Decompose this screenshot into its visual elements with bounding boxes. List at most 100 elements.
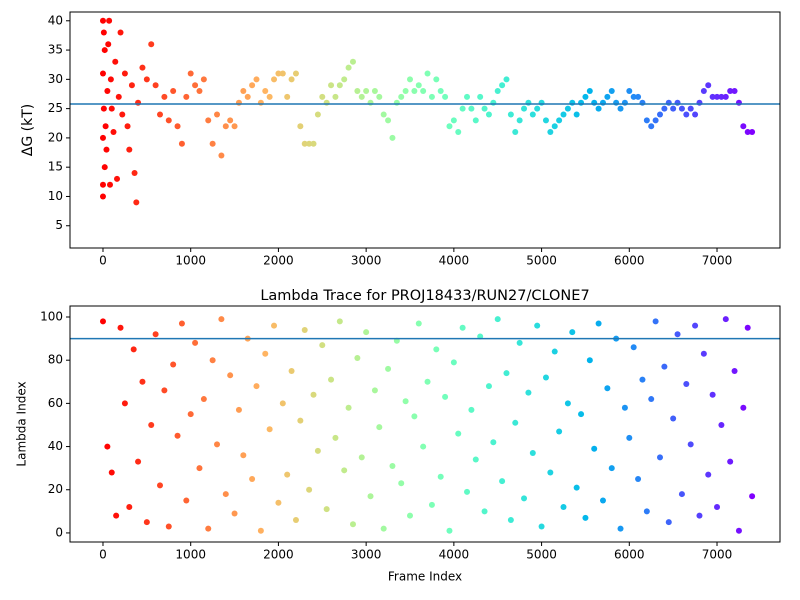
point	[117, 324, 124, 331]
point	[582, 514, 589, 521]
point	[573, 111, 580, 118]
point	[420, 443, 427, 450]
point	[345, 64, 352, 71]
point	[749, 129, 756, 136]
point	[170, 361, 177, 368]
point	[117, 29, 124, 36]
point	[626, 88, 633, 95]
point	[512, 419, 519, 426]
point	[687, 441, 694, 448]
point	[152, 331, 159, 338]
point	[279, 400, 286, 407]
point	[174, 123, 181, 130]
point	[205, 117, 212, 124]
point	[131, 170, 138, 177]
point	[222, 491, 229, 498]
y-tick-label: 15	[48, 160, 63, 174]
point	[718, 93, 725, 100]
point	[152, 82, 159, 89]
point	[107, 181, 113, 188]
point	[108, 105, 115, 112]
point	[157, 482, 163, 489]
point	[121, 70, 128, 77]
point	[687, 105, 694, 112]
y-tick-label: 20	[48, 130, 63, 144]
point	[525, 389, 532, 396]
point	[376, 93, 383, 100]
point	[472, 456, 479, 463]
y-tick-label: 20	[48, 482, 63, 496]
point	[262, 88, 269, 95]
point	[104, 88, 111, 95]
point	[363, 88, 370, 95]
x-tick-label: 3000	[351, 548, 382, 562]
point	[332, 434, 339, 441]
point	[507, 516, 514, 523]
point	[102, 123, 109, 130]
point	[630, 93, 637, 100]
point	[604, 93, 611, 100]
point	[446, 527, 453, 534]
point	[586, 357, 593, 364]
point	[257, 99, 264, 106]
point	[516, 117, 523, 124]
point	[161, 387, 168, 394]
point	[323, 506, 330, 513]
point	[604, 385, 611, 392]
point	[99, 17, 106, 24]
point	[735, 527, 742, 534]
point	[205, 525, 212, 532]
point	[288, 76, 295, 83]
point	[385, 117, 392, 124]
point	[128, 82, 135, 89]
point	[306, 486, 313, 493]
point	[262, 350, 269, 357]
point	[705, 471, 712, 478]
x-tick-label: 5000	[526, 548, 557, 562]
point	[349, 521, 356, 528]
point	[578, 99, 585, 106]
point	[635, 93, 642, 100]
point	[538, 99, 545, 106]
point	[499, 478, 506, 485]
point	[670, 415, 677, 422]
point	[110, 129, 117, 136]
point	[547, 129, 554, 136]
point	[119, 111, 126, 118]
point	[99, 70, 106, 77]
point	[306, 140, 313, 147]
point	[740, 404, 747, 411]
point	[459, 105, 466, 112]
chart-title: Lambda Trace for PROJ18433/RUN27/CLONE7	[260, 288, 589, 304]
point	[266, 426, 273, 433]
point	[643, 508, 650, 515]
point	[192, 82, 199, 89]
point	[521, 105, 528, 112]
point	[485, 111, 492, 118]
point	[231, 510, 238, 517]
point	[433, 76, 440, 83]
point	[341, 467, 348, 474]
point	[731, 367, 738, 374]
axes-frame	[69, 305, 781, 543]
point	[407, 76, 413, 83]
point	[415, 320, 422, 327]
point	[749, 493, 756, 500]
point	[718, 421, 725, 428]
point	[367, 493, 374, 500]
point	[424, 378, 431, 385]
point	[101, 47, 108, 54]
point	[297, 417, 304, 424]
point	[165, 523, 172, 530]
point	[626, 434, 633, 441]
point	[143, 519, 150, 526]
point	[617, 105, 624, 112]
point	[253, 76, 260, 83]
point	[639, 376, 646, 383]
point	[657, 454, 663, 461]
y-tick-label: 100	[40, 310, 63, 324]
point	[503, 76, 510, 83]
point	[99, 318, 106, 325]
point	[398, 480, 405, 487]
